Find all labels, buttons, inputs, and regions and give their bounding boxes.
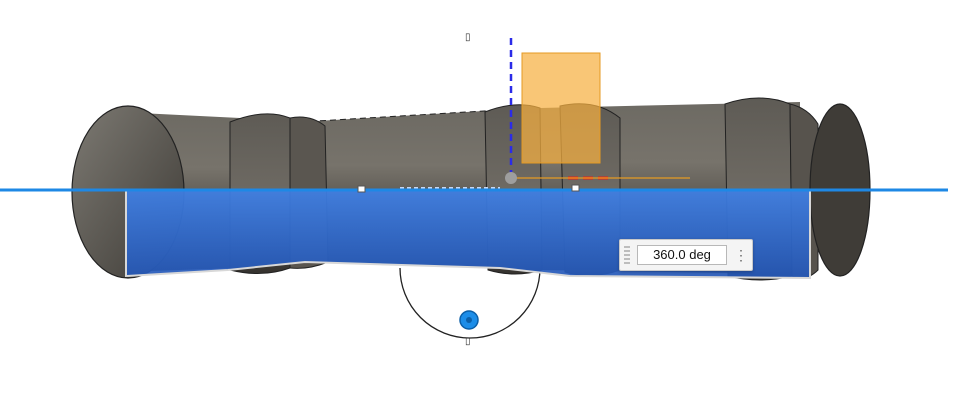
more-vertical-icon[interactable]: ⋮	[734, 247, 748, 263]
top-marker-icon: ▯	[465, 32, 471, 43]
bottom-marker-icon: ▯	[465, 336, 471, 347]
angle-input[interactable]: 360.0 deg	[637, 245, 727, 265]
edge-handle-right[interactable]	[571, 184, 580, 192]
rotation-arc	[399, 267, 541, 339]
edge-handle-left[interactable]	[357, 185, 366, 193]
origin-point[interactable]	[505, 172, 517, 184]
rotation-handle[interactable]	[459, 310, 479, 330]
drag-grip-icon[interactable]	[624, 246, 630, 264]
angle-input-panel: 360.0 deg ⋮	[619, 239, 753, 271]
sketch-plane[interactable]	[521, 52, 601, 164]
